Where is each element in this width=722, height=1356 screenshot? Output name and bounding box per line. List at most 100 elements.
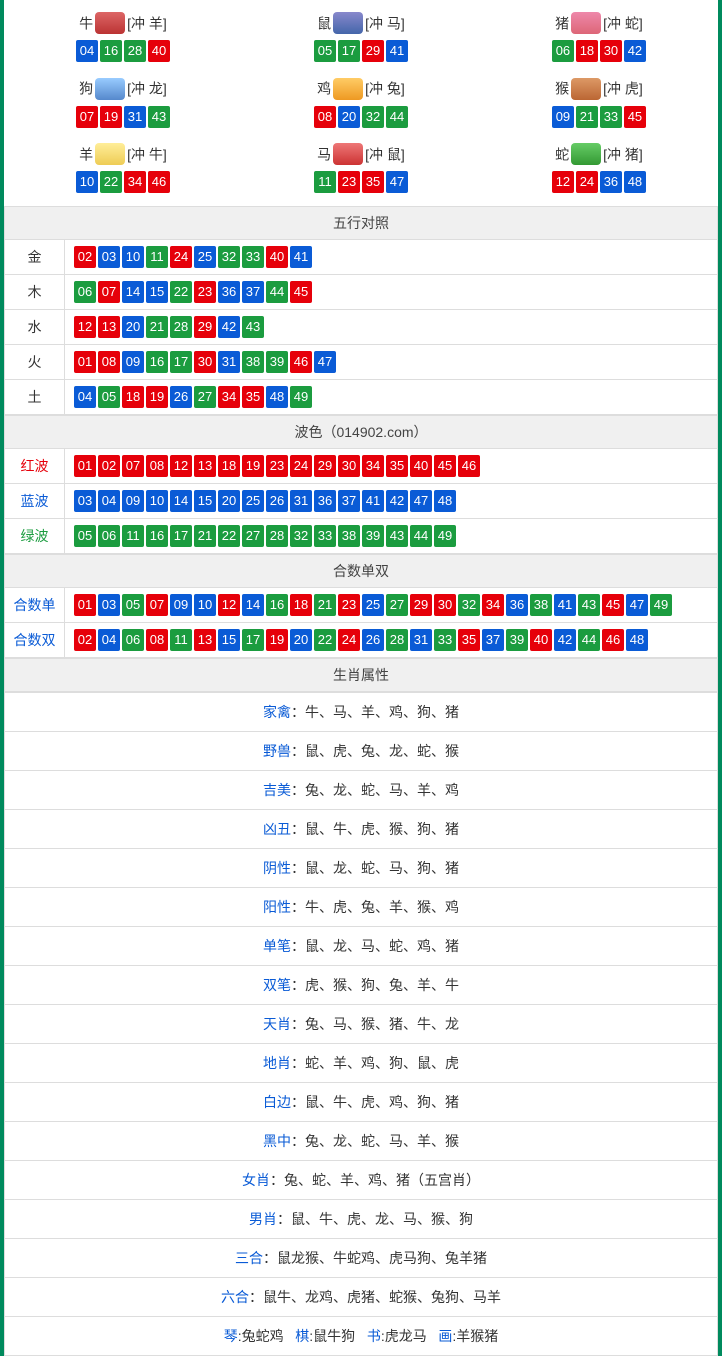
wuxing-label: 水 [5,309,65,344]
number-ball: 47 [626,594,648,616]
zodiac-balls: 06183042 [480,39,718,63]
number-ball: 21 [576,106,598,128]
number-ball: 24 [576,171,598,193]
attr-val: ：鼠、虎、兔、龙、蛇、猴 [291,743,459,759]
number-ball: 26 [362,629,384,651]
number-ball: 49 [650,594,672,616]
number-ball: 15 [146,281,168,303]
zodiac-icon [333,143,363,165]
number-ball: 06 [552,40,574,62]
number-ball: 47 [386,171,408,193]
wuxing-label: 木 [5,274,65,309]
heshu-label: 合数单 [5,587,65,622]
number-ball: 27 [242,525,264,547]
number-ball: 21 [146,316,168,338]
attr-row: 凶丑：鼠、牛、虎、猴、狗、猪 [4,810,718,849]
number-ball: 44 [266,281,288,303]
number-ball: 10 [122,246,144,268]
number-ball: 05 [122,594,144,616]
number-ball: 26 [170,386,192,408]
number-ball: 23 [338,594,360,616]
attr-key: 家禽 [263,704,291,720]
attr-key: 单笔 [263,938,291,954]
number-ball: 07 [98,281,120,303]
number-ball: 34 [482,594,504,616]
number-ball: 41 [386,40,408,62]
attr-val: ：虎、猴、狗、兔、羊、牛 [291,977,459,993]
attr-val: ：兔、龙、蛇、马、羊、猴 [291,1133,459,1149]
attr-row: 地肖：蛇、羊、鸡、狗、鼠、虎 [4,1044,718,1083]
number-ball: 20 [218,490,240,512]
attr-row: 白边：鼠、牛、虎、鸡、狗、猪 [4,1083,718,1122]
number-ball: 24 [338,629,360,651]
number-ball: 12 [218,594,240,616]
number-ball: 09 [170,594,192,616]
attr-row: 家禽：牛、马、羊、鸡、狗、猪 [4,692,718,732]
number-ball: 14 [170,490,192,512]
number-ball: 12 [552,171,574,193]
attr-val: ：牛、虎、兔、羊、猴、鸡 [291,899,459,915]
zodiac-name: 鸡 [317,81,331,97]
number-ball: 48 [624,171,646,193]
number-ball: 37 [482,629,504,651]
number-ball: 24 [290,455,312,477]
number-ball: 41 [362,490,384,512]
number-ball: 46 [290,351,312,373]
zodiac-icon [571,12,601,34]
bose-title: 波色（014902.com） [5,415,718,448]
number-ball: 30 [338,455,360,477]
number-ball: 48 [266,386,288,408]
zodiac-balls: 08203244 [242,105,480,129]
zodiac-icon [333,12,363,34]
zodiac-cell: 马[冲 鼠] 11233547 [242,135,480,200]
attr-key: 吉美 [263,782,291,798]
zodiac-clash: [冲 鼠] [365,146,405,162]
attr-key: 黑中 [263,1133,291,1149]
number-ball: 27 [386,594,408,616]
attr-val: ：鼠、龙、马、蛇、鸡、猪 [291,938,459,954]
zodiac-balls: 04162840 [4,39,242,63]
bose-balls: 05061116172122272832333839434449 [65,518,718,553]
number-ball: 35 [362,171,384,193]
zodiac-cell: 猴[冲 虎] 09213345 [480,69,718,134]
zodiac-icon [571,78,601,100]
number-ball: 17 [338,40,360,62]
number-ball: 24 [170,246,192,268]
zodiac-clash: [冲 虎] [603,81,643,97]
zodiac-clash: [冲 兔] [365,81,405,97]
bose-row: 绿波 05061116172122272832333839434449 [5,518,718,553]
number-ball: 36 [218,281,240,303]
wuxing-row: 火 0108091617303138394647 [5,344,718,379]
number-ball: 41 [554,594,576,616]
wuxing-row: 金 02031011242532334041 [5,239,718,274]
number-ball: 40 [410,455,432,477]
zodiac-clash: [冲 猪] [603,146,643,162]
number-ball: 42 [624,40,646,62]
zodiac-clash: [冲 龙] [127,81,167,97]
number-ball: 31 [410,629,432,651]
number-ball: 11 [146,246,168,268]
zodiac-clash: [冲 牛] [127,146,167,162]
number-ball: 47 [314,351,336,373]
number-ball: 28 [170,316,192,338]
number-ball: 42 [386,490,408,512]
zodiac-cell: 蛇[冲 猪] 12243648 [480,135,718,200]
attr-val: ：兔、马、猴、猪、牛、龙 [291,1016,459,1032]
number-ball: 19 [242,455,264,477]
zodiac-cell: 猪[冲 蛇] 06183042 [480,4,718,69]
attr-key: 白边 [263,1094,291,1110]
number-ball: 40 [266,246,288,268]
attr-row: 天肖：兔、马、猴、猪、牛、龙 [4,1005,718,1044]
number-ball: 05 [98,386,120,408]
number-ball: 04 [98,490,120,512]
zodiac-balls: 12243648 [480,170,718,194]
number-ball: 22 [314,629,336,651]
number-ball: 23 [266,455,288,477]
number-ball: 15 [218,629,240,651]
number-ball: 10 [146,490,168,512]
number-ball: 45 [290,281,312,303]
number-ball: 14 [122,281,144,303]
number-ball: 35 [386,455,408,477]
heshu-balls: 0103050709101214161821232527293032343638… [65,587,718,622]
zodiac-icon [95,78,125,100]
